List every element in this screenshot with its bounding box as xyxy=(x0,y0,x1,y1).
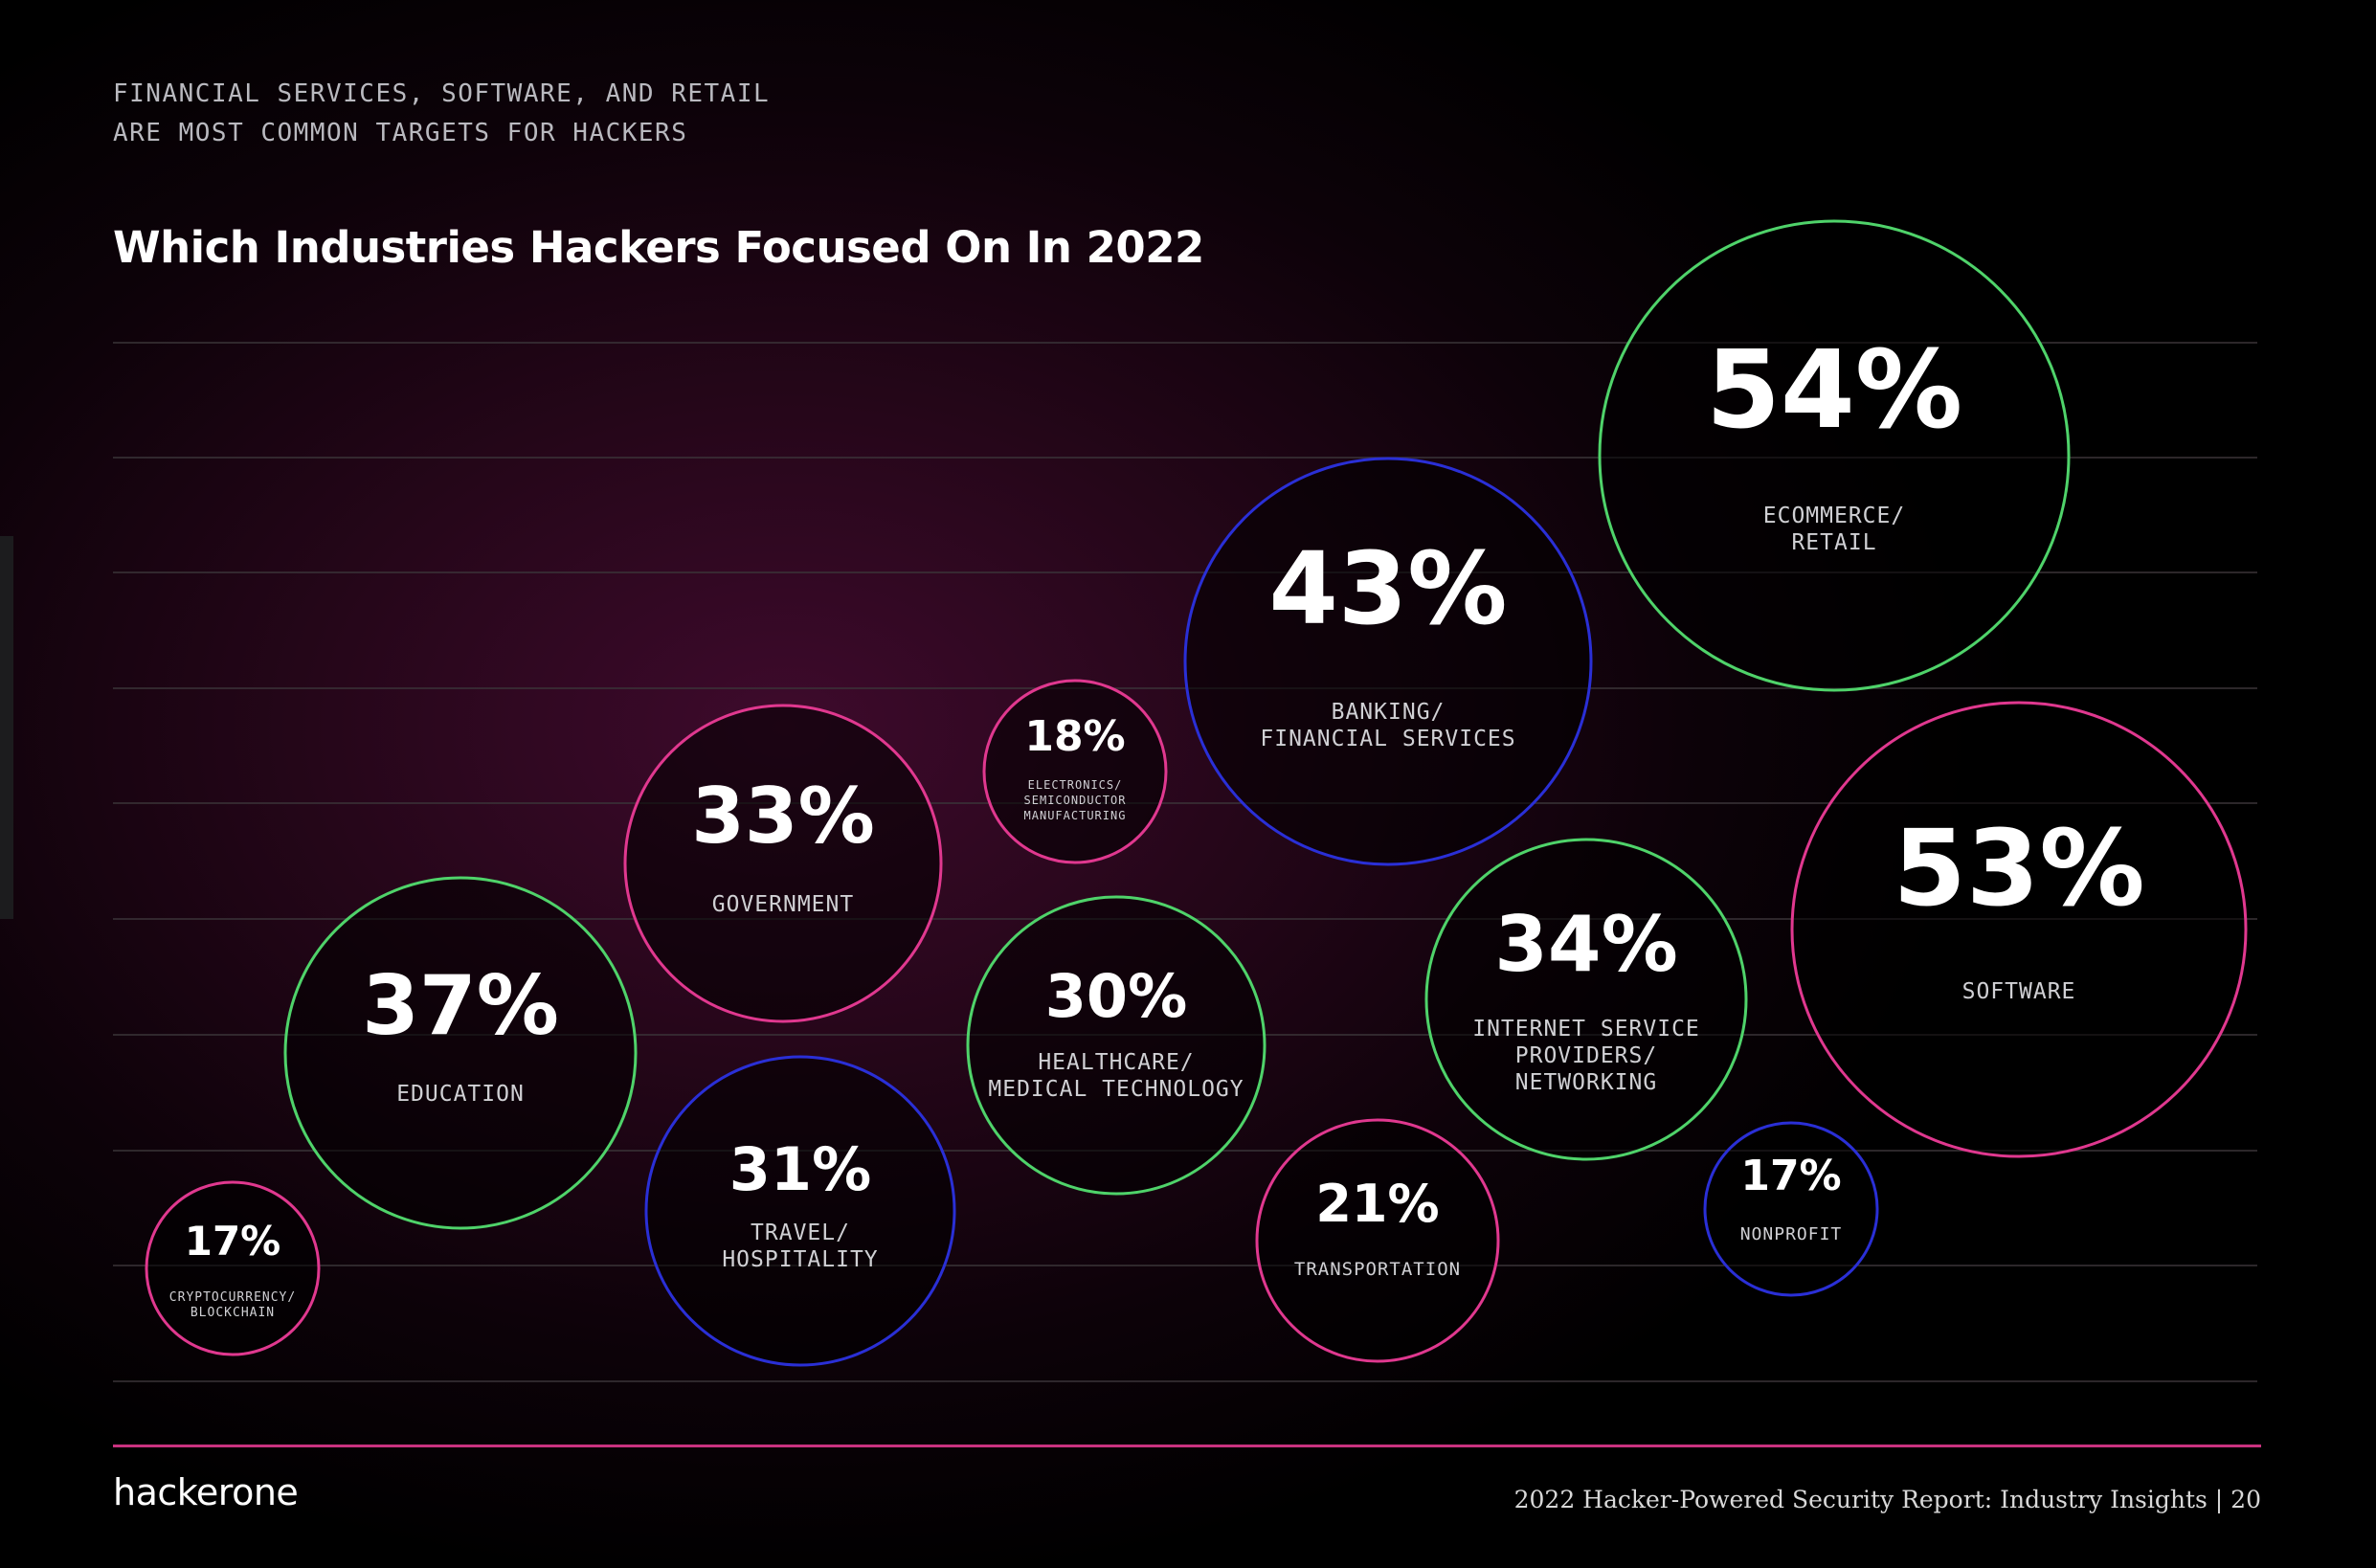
bubble-label-line: ECOMMERCE/ xyxy=(1763,504,1905,528)
bubble-electronics-semiconductor-manufacturing: 18% ELECTRONICS/SEMICONDUCTOR MANUFACTURIN… xyxy=(982,679,1168,864)
bubble-label-line: SEMICONDUCTOR xyxy=(1024,794,1127,807)
bubble-label-line: HOSPITALITY xyxy=(722,1247,878,1272)
bubble-circle xyxy=(1183,457,1593,866)
bubble-label-line: GOVERNMENT xyxy=(712,892,854,917)
bubble-travel-hospitality: 31% TRAVEL/HOSPITALITY xyxy=(644,1055,956,1367)
bubble-nonprofit: 17% NONPROFIT xyxy=(1703,1121,1879,1297)
bubble-value: 34% xyxy=(1494,900,1677,989)
bubble-internet-service-providers-networking: 34% INTERNET SERVICE PROVIDERS/NETWORKING xyxy=(1424,838,1748,1161)
bubble-label-line: MANUFACTURING xyxy=(1024,809,1127,822)
bubble-label-line: FINANCIAL SERVICES xyxy=(1260,727,1515,751)
bottom-rule xyxy=(113,1445,2261,1447)
side-tab xyxy=(0,536,13,919)
bubble-government: 33% GOVERNMENT xyxy=(623,704,943,1023)
bubble-label: TRANSPORTATION xyxy=(1294,1259,1461,1280)
bubble-value: 17% xyxy=(185,1218,281,1265)
bubble-label: SOFTWARE xyxy=(1962,979,2076,1004)
bubble-healthcare-medical-technology: 30% HEALTHCARE/MEDICAL TECHNOLOGY xyxy=(966,895,1266,1196)
footer-report-title: 2022 Hacker-Powered Security Report: Ind… xyxy=(1513,1486,2261,1513)
bubble-label: TRAVEL/HOSPITALITY xyxy=(722,1221,878,1272)
bubble-value: 54% xyxy=(1706,328,1962,453)
bubble-label-line: HEALTHCARE/ xyxy=(1038,1050,1194,1075)
bubble-label: ECOMMERCE/RETAIL xyxy=(1763,504,1905,555)
bubble-transportation: 21% TRANSPORTATION xyxy=(1255,1118,1500,1363)
bubble-label-line: SOFTWARE xyxy=(1962,979,2076,1004)
bubble-value: 30% xyxy=(1045,961,1187,1031)
bubble-value: 21% xyxy=(1315,1174,1439,1234)
bubble-label: INTERNET SERVICE PROVIDERS/NETWORKING xyxy=(1472,1017,1700,1095)
bubble-label-line: PROVIDERS/ xyxy=(1515,1043,1657,1068)
bubble-label-line: BANKING/ xyxy=(1332,700,1446,725)
bubble-label: CRYPTOCURRENCY/BLOCKCHAIN xyxy=(169,1290,296,1320)
bubble-circle xyxy=(644,1055,956,1367)
section-subtitle: FINANCIAL SERVICES, SOFTWARE, AND RETAIL… xyxy=(113,79,771,147)
bubble-value: 37% xyxy=(362,958,559,1054)
hackerone-logo: hackerone xyxy=(113,1471,299,1513)
bubble-value: 18% xyxy=(1024,712,1125,761)
bubble-label: BANKING/FINANCIAL SERVICES xyxy=(1260,700,1515,751)
bubble-label: EDUCATION xyxy=(396,1082,525,1107)
bubble-circle xyxy=(1424,838,1748,1161)
bubble-label: NONPROFIT xyxy=(1740,1224,1843,1244)
bubble-value: 43% xyxy=(1269,530,1508,647)
bubble-circle xyxy=(145,1180,321,1356)
bubble-circle xyxy=(623,704,943,1023)
bubble-value: 53% xyxy=(1893,807,2144,930)
bubble-label-line: MEDICAL TECHNOLOGY xyxy=(988,1077,1244,1102)
bubble-label-line: INTERNET SERVICE xyxy=(1472,1017,1700,1042)
bubble-cryptocurrency-blockchain: 17% CRYPTOCURRENCY/BLOCKCHAIN xyxy=(145,1180,321,1356)
bubble-value: 33% xyxy=(691,772,874,861)
bubble-circle xyxy=(982,679,1168,864)
bubble-label-line: TRAVEL/ xyxy=(751,1221,850,1245)
bubble-label: GOVERNMENT xyxy=(712,892,854,917)
bubble-value: 31% xyxy=(729,1134,871,1204)
bubble-education: 37% EDUCATION xyxy=(283,876,638,1230)
bubble-label: HEALTHCARE/MEDICAL TECHNOLOGY xyxy=(988,1050,1244,1102)
chart-title: Which Industries Hackers Focused On In 2… xyxy=(113,222,1204,273)
bubble-label-line: TRANSPORTATION xyxy=(1294,1259,1461,1280)
bubble-label-line: ELECTRONICS/ xyxy=(1028,778,1123,792)
bubble-banking-financial-services: 43% BANKING/FINANCIAL SERVICES xyxy=(1183,457,1593,866)
bubble-circle xyxy=(1790,701,2248,1158)
bubble-label: ELECTRONICS/SEMICONDUCTOR MANUFACTURING xyxy=(1024,778,1127,822)
bubble-label-line: CRYPTOCURRENCY/ xyxy=(169,1290,296,1305)
bubble-circle xyxy=(1598,219,2071,692)
bubble-label-line: NONPROFIT xyxy=(1740,1224,1843,1244)
bubble-label-line: EDUCATION xyxy=(396,1082,525,1107)
bubble-circle xyxy=(966,895,1266,1196)
bubble-label-line: NETWORKING xyxy=(1515,1070,1657,1095)
bubble-value: 17% xyxy=(1740,1152,1841,1200)
bubble-label-line: RETAIL xyxy=(1791,530,1876,555)
bubble-circle xyxy=(1703,1121,1879,1297)
bubble-software: 53% SOFTWARE xyxy=(1790,701,2248,1158)
bubble-circle xyxy=(1255,1118,1500,1363)
bubble-ecommerce-retail: 54% ECOMMERCE/RETAIL xyxy=(1598,219,2071,692)
bubble-label-line: BLOCKCHAIN xyxy=(191,1306,275,1320)
bubble-circle xyxy=(283,876,638,1230)
